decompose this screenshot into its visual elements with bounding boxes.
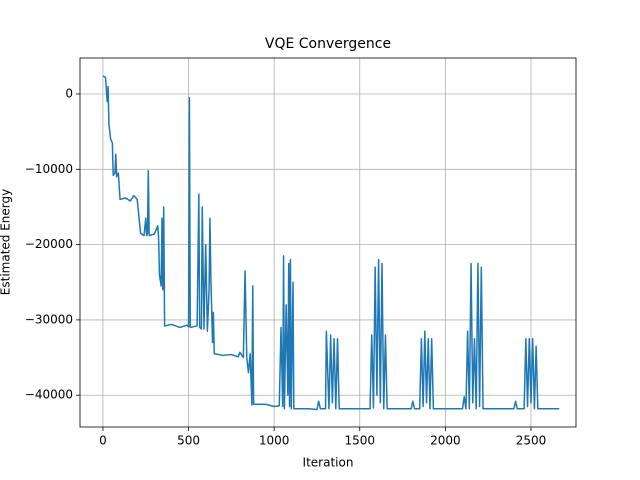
x-tick-label: 2500 <box>516 434 547 448</box>
x-tick-label: 0 <box>99 434 107 448</box>
y-tick-label: −20000 <box>25 237 73 251</box>
x-tick-label: 1000 <box>259 434 290 448</box>
x-tick-label: 2000 <box>430 434 461 448</box>
plot-frame <box>79 57 577 428</box>
y-tick-label: 0 <box>65 86 73 100</box>
y-axis-label: Estimated Energy <box>0 189 13 295</box>
x-tick-label: 1500 <box>344 434 375 448</box>
series-line <box>102 75 560 411</box>
x-tick-label: 500 <box>177 434 200 448</box>
y-tick-label: −30000 <box>25 312 73 326</box>
chart-title: VQE Convergence <box>265 36 391 52</box>
x-axis-label: Iteration <box>303 456 354 470</box>
y-tick-label: −10000 <box>25 162 73 176</box>
y-tick-label: −40000 <box>25 388 73 402</box>
